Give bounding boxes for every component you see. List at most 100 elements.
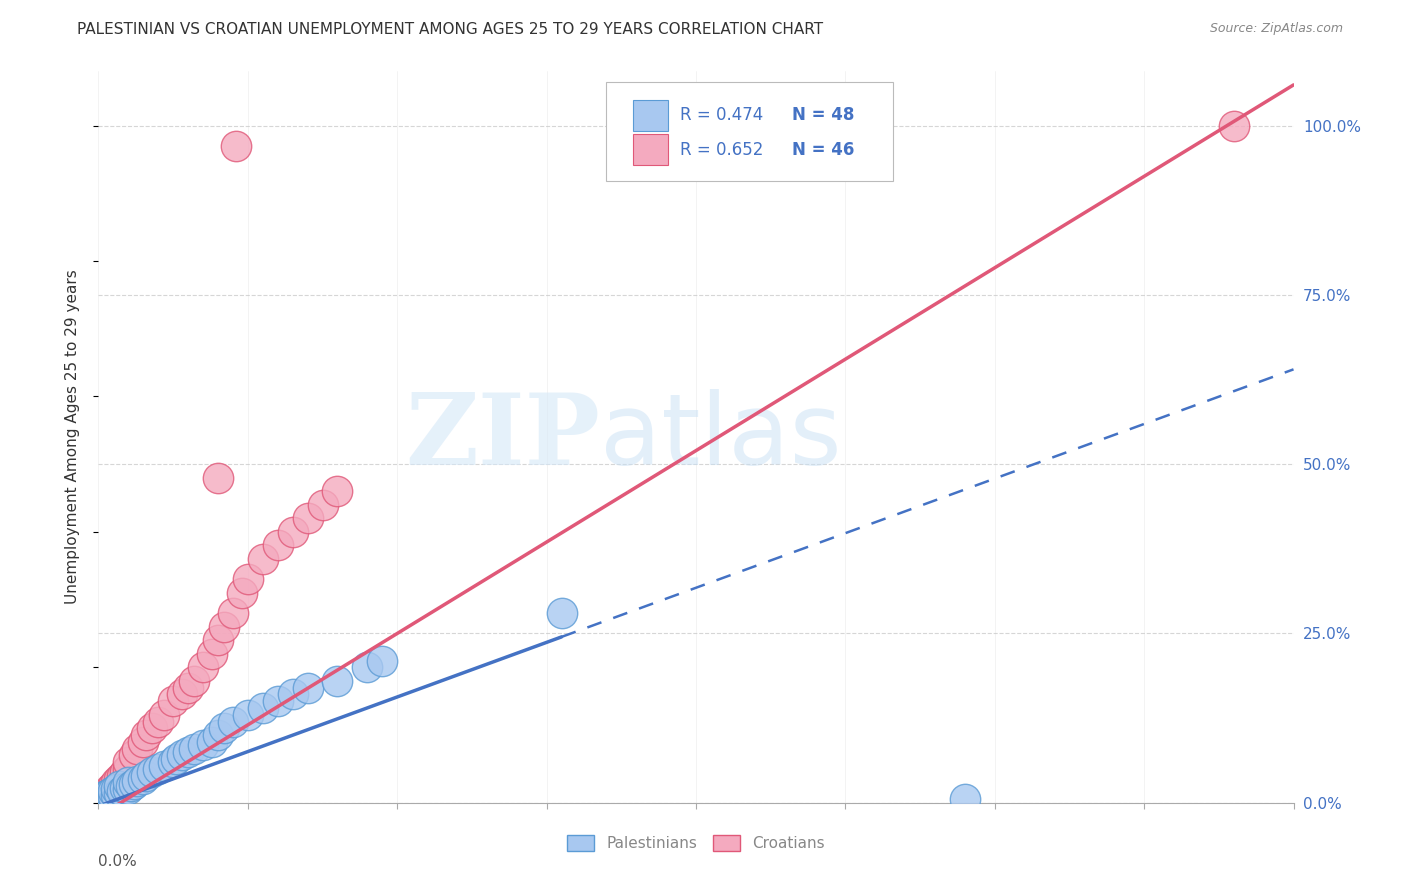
Point — [93, 789, 115, 803]
Point — [98, 786, 122, 800]
Point — [225, 139, 247, 153]
Point — [93, 794, 115, 808]
Point — [236, 707, 259, 722]
Point — [162, 755, 184, 769]
Point — [281, 524, 304, 539]
Bar — [633, 100, 668, 130]
Point — [207, 728, 229, 742]
Point — [135, 728, 157, 742]
Point — [103, 783, 125, 797]
Point — [141, 721, 163, 735]
Point — [93, 790, 115, 805]
Point — [98, 788, 122, 802]
Point — [177, 681, 200, 695]
Point — [311, 498, 333, 512]
Text: N = 46: N = 46 — [792, 141, 853, 159]
Point — [103, 779, 125, 793]
Point — [111, 777, 134, 791]
Point — [371, 654, 394, 668]
Point — [207, 633, 229, 648]
Point — [281, 688, 304, 702]
Point — [297, 681, 319, 695]
Point — [114, 780, 136, 795]
Point — [105, 788, 128, 802]
Point — [191, 738, 214, 752]
Point — [212, 620, 235, 634]
Point — [172, 748, 194, 763]
Point — [114, 765, 136, 780]
Point — [207, 471, 229, 485]
Point — [127, 741, 149, 756]
Point — [90, 794, 112, 808]
Text: N = 48: N = 48 — [792, 106, 853, 124]
Point — [267, 538, 290, 552]
Point — [98, 790, 122, 805]
Point — [135, 769, 157, 783]
Point — [108, 786, 131, 800]
Point — [252, 552, 274, 566]
Point — [267, 694, 290, 708]
Point — [177, 745, 200, 759]
Point — [1223, 119, 1246, 133]
Point — [108, 780, 131, 795]
Bar — [633, 135, 668, 165]
Point — [297, 511, 319, 525]
Point — [212, 721, 235, 735]
Legend: Palestinians, Croatians: Palestinians, Croatians — [561, 830, 831, 857]
Point — [90, 794, 112, 808]
Text: atlas: atlas — [600, 389, 842, 485]
Point — [124, 748, 146, 763]
Point — [90, 791, 112, 805]
Point — [96, 790, 118, 805]
Point — [103, 786, 125, 800]
Point — [222, 606, 245, 620]
Point — [120, 779, 142, 793]
Point — [105, 783, 128, 797]
Point — [201, 735, 224, 749]
Point — [252, 701, 274, 715]
Point — [117, 775, 139, 789]
Point — [132, 772, 155, 786]
Point — [105, 775, 128, 789]
FancyBboxPatch shape — [606, 82, 893, 181]
Point — [108, 772, 131, 786]
Point — [96, 792, 118, 806]
Point — [93, 792, 115, 806]
Point — [162, 694, 184, 708]
Point — [183, 741, 205, 756]
Point — [326, 673, 349, 688]
Point — [124, 777, 146, 791]
Point — [153, 707, 176, 722]
Point — [93, 789, 115, 803]
Text: Source: ZipAtlas.com: Source: ZipAtlas.com — [1209, 22, 1343, 36]
Point — [550, 606, 572, 620]
Point — [103, 789, 125, 803]
Point — [326, 484, 349, 499]
Point — [117, 762, 139, 776]
Text: R = 0.474: R = 0.474 — [681, 106, 763, 124]
Point — [356, 660, 378, 674]
Point — [90, 791, 112, 805]
Point — [165, 752, 187, 766]
Text: R = 0.652: R = 0.652 — [681, 141, 763, 159]
Point — [148, 714, 170, 729]
Point — [117, 782, 139, 797]
Point — [96, 786, 118, 800]
Point — [108, 779, 131, 793]
Point — [96, 788, 118, 802]
Point — [111, 783, 134, 797]
Point — [201, 647, 224, 661]
Point — [172, 688, 194, 702]
Point — [153, 758, 176, 772]
Point — [148, 762, 170, 776]
Point — [231, 586, 253, 600]
Point — [98, 782, 122, 797]
Y-axis label: Unemployment Among Ages 25 to 29 years: Unemployment Among Ages 25 to 29 years — [65, 269, 80, 605]
Text: ZIP: ZIP — [405, 389, 600, 485]
Point — [183, 673, 205, 688]
Text: 0.0%: 0.0% — [98, 854, 138, 869]
Point — [105, 782, 128, 797]
Point — [127, 774, 149, 789]
Point — [236, 572, 259, 586]
Point — [90, 793, 112, 807]
